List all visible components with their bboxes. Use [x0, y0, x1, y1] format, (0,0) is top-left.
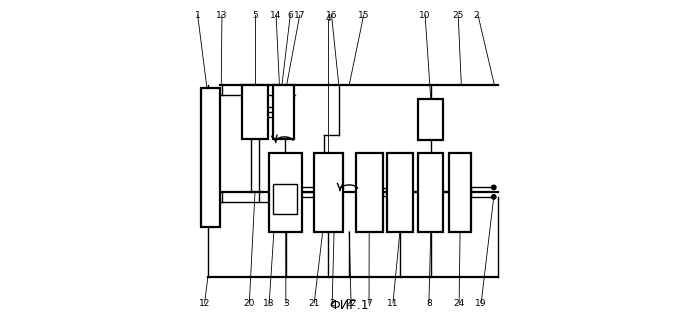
Text: 2.: 2.	[474, 11, 482, 20]
Bar	[449, 153, 471, 232]
Bar	[243, 85, 268, 139]
Text: 8: 8	[426, 299, 432, 307]
Text: 10: 10	[419, 11, 431, 20]
Bar	[273, 85, 294, 139]
Circle shape	[491, 185, 496, 190]
Text: 24: 24	[454, 299, 465, 307]
Bar	[315, 153, 343, 232]
Bar	[418, 153, 443, 232]
Text: 19: 19	[475, 299, 487, 307]
Text: 11: 11	[387, 299, 398, 307]
Text: 6: 6	[287, 11, 293, 20]
Text: 5: 5	[252, 11, 258, 20]
Text: 3: 3	[283, 299, 289, 307]
Text: 16: 16	[326, 11, 338, 20]
Text: ФИГ.1: ФИГ.1	[330, 300, 369, 312]
Bar	[418, 99, 443, 140]
Circle shape	[491, 195, 496, 199]
Text: 2: 2	[329, 299, 335, 307]
Bar	[269, 153, 302, 232]
Text: 12: 12	[199, 299, 210, 307]
Text: 18: 18	[264, 299, 275, 307]
Text: 20: 20	[244, 299, 255, 307]
Text: 14: 14	[271, 11, 282, 20]
Text: 22: 22	[345, 299, 356, 307]
Text: 7: 7	[366, 299, 372, 307]
Bar	[201, 88, 219, 227]
Text: 25: 25	[452, 11, 464, 20]
Text: 15: 15	[358, 11, 370, 20]
Bar	[273, 184, 296, 214]
Text: 4: 4	[326, 14, 331, 23]
Text: 17: 17	[294, 11, 305, 20]
Bar	[387, 153, 412, 232]
Text: 21: 21	[308, 299, 320, 307]
Bar	[356, 153, 382, 232]
Text: 1: 1	[195, 11, 201, 20]
Text: 13: 13	[216, 11, 228, 20]
